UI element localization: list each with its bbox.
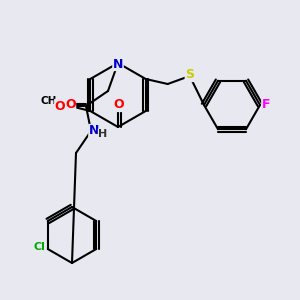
Text: CH₃: CH₃	[41, 96, 62, 106]
Text: N: N	[89, 124, 99, 137]
Text: O: O	[114, 98, 124, 112]
Text: O: O	[55, 100, 65, 112]
Text: S: S	[185, 68, 194, 82]
Text: H: H	[98, 129, 108, 139]
Text: Cl: Cl	[34, 242, 46, 252]
Text: O: O	[65, 98, 76, 112]
Text: N: N	[113, 58, 123, 70]
Text: F: F	[262, 98, 270, 112]
